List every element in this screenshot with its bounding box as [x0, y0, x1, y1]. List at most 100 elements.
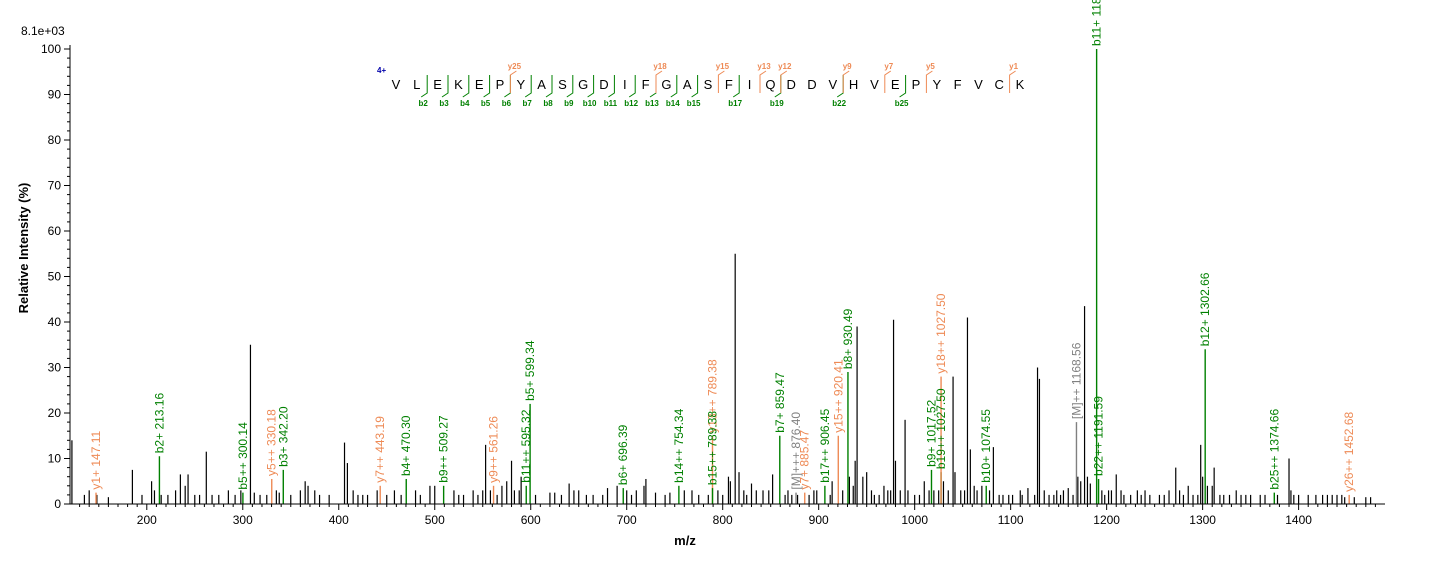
y-tick-label: 30 [48, 361, 62, 375]
y-ion-label: y12 [778, 62, 792, 71]
peak-label: y1+ 147.11 [89, 430, 103, 489]
y-ion-mark [1009, 70, 1016, 93]
y-ion-mark [759, 70, 767, 93]
peak-label: b3+ 342.20 [276, 406, 290, 467]
peak-label: b25++ 1374.66 [1267, 409, 1281, 490]
b-ion-mark [691, 75, 699, 98]
residue: G [661, 77, 671, 92]
residue: L [413, 77, 420, 92]
b-ion-mark [628, 75, 636, 98]
residue: V [828, 77, 837, 92]
spectrum-peaks [71, 49, 1372, 504]
residue: E [475, 77, 484, 92]
residue: Q [765, 77, 775, 92]
peak-label: [M]++ 1168.56 [1069, 342, 1083, 419]
x-tick-label: 500 [425, 513, 445, 527]
y-ion-mark [509, 70, 517, 93]
residue: S [558, 77, 567, 92]
y-ion-mark [655, 70, 663, 93]
y-ion-label: y25 [508, 62, 522, 71]
y-tick-label: 90 [48, 88, 62, 102]
x-tick-label: 1100 [998, 513, 1024, 527]
y-tick-label: 0 [54, 497, 61, 511]
residue: A [537, 77, 546, 92]
b-ion-mark [774, 75, 782, 98]
b-ion-mark [608, 75, 615, 98]
peak-label: b12+ 1302.66 [1198, 272, 1212, 346]
peak-label: b11+ 1189.57 [1090, 0, 1104, 46]
b-ion-label: b19 [770, 99, 784, 108]
x-tick-label: 400 [329, 513, 349, 527]
residue: C [995, 77, 1004, 92]
y-ion-mark [780, 70, 788, 93]
x-tick-label: 1300 [1189, 513, 1216, 527]
axes: 0 10 20 30 40 50 60 70 80 90 100 200 300 400 500 600 700… [41, 42, 1385, 527]
peak-label: b4+ 470.30 [399, 415, 413, 476]
peak-label: y5++ 330.18 [265, 409, 279, 476]
b-ion-mark [524, 75, 532, 98]
peak-label: b5+ 599.34 [523, 340, 537, 401]
residue: Y [516, 77, 525, 92]
peak-label: b7+ 859.47 [773, 372, 787, 433]
y-tick-label: 60 [48, 224, 62, 238]
peak-label: b8+ 930.49 [841, 308, 855, 369]
residue: V [870, 77, 879, 92]
peak-label: y7+ 885.47 [798, 430, 812, 490]
b-ion-label: b17 [728, 99, 742, 108]
residue: K [1016, 77, 1025, 92]
y-ion-mark [925, 70, 933, 93]
b-ion-mark [732, 75, 740, 98]
residue: K [454, 77, 463, 92]
residue: F [725, 77, 733, 92]
y-tick-label: 40 [48, 315, 62, 329]
peak-label: y26++ 1452.68 [1342, 411, 1356, 491]
y-tick-label: 100 [41, 42, 61, 56]
y-axis-title: Relative Intensity (%) [16, 183, 31, 314]
b-ion-label: b2 [419, 99, 429, 108]
y-ion-mark [884, 70, 892, 93]
y-ion-label: y13 [757, 62, 771, 71]
b-ion-label: b13 [645, 99, 659, 108]
b-ion-mark [545, 75, 553, 98]
peak-label: b14++ 754.34 [672, 408, 686, 482]
b-ion-mark [504, 75, 511, 98]
b-ion-label: b9 [564, 99, 574, 108]
x-tick-label: 1000 [901, 513, 928, 527]
peak-label: y15++ 920.41 [831, 359, 845, 433]
residue: G [578, 77, 588, 92]
x-tick-label: 200 [137, 513, 157, 527]
b-ion-label: b22 [832, 99, 846, 108]
b-ion-label: b25 [895, 99, 909, 108]
b-ion-label: b10 [583, 99, 597, 108]
b-ion-mark [566, 75, 574, 98]
residue: Y [932, 77, 941, 92]
y-ion-label: y9 [843, 62, 852, 71]
x-tick-label: 900 [809, 513, 829, 527]
peak-label: b6+ 696.39 [616, 424, 630, 485]
y-tick-label: 70 [48, 179, 62, 193]
x-tick-label: 700 [617, 513, 637, 527]
peak-label: b5++ 300.14 [236, 422, 250, 490]
x-tick-label: 600 [521, 513, 541, 527]
residue: S [704, 77, 713, 92]
y-ion-label: y15 [716, 62, 730, 71]
y-tick-label: 10 [48, 452, 62, 466]
residue: V [974, 77, 983, 92]
residue: D [787, 77, 796, 92]
b-ion-label: b15 [687, 99, 701, 108]
residue: D [599, 77, 608, 92]
peak-label: y13++ 789.38 [706, 359, 720, 433]
y-tick-label: 50 [48, 270, 62, 284]
y-ion-label: y1 [1009, 62, 1018, 71]
peak-label: b10+ 1074.55 [979, 409, 993, 483]
y-ion-mark [717, 70, 725, 93]
b-ion-label: b6 [502, 99, 512, 108]
x-tick-label: 800 [713, 513, 733, 527]
residue: H [849, 77, 858, 92]
peak-label: y9++ 561.26 [487, 416, 501, 483]
x-axis-title: m/z [674, 533, 696, 548]
x-tick-label: 1400 [1285, 513, 1312, 527]
b-ion-mark [670, 75, 678, 98]
b-ion-label: b14 [666, 99, 680, 108]
peak-label: b22++ 1191.59 [1092, 396, 1106, 476]
